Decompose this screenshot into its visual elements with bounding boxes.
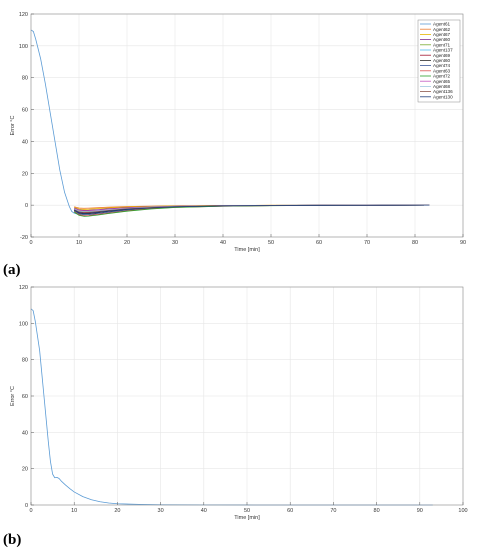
legend-entry: Agent74 [433,63,451,68]
x-tick-label: 0 [29,240,32,246]
y-tick-label: 0 [25,503,28,509]
y-tick-label: 60 [22,108,28,114]
legend-entry: Agent68 [433,84,451,89]
y-axis-label: Error °C [10,116,16,136]
y-tick-label: 20 [22,171,28,177]
x-tick-label: 40 [220,240,226,246]
legend-entry: Agent62 [433,27,451,32]
legend-entry: Agent136 [433,89,453,94]
y-tick-label: 120 [19,285,28,291]
legend-entry: Agent130 [433,94,453,99]
legend-entry: Agent67 [433,32,451,37]
x-tick-label: 50 [244,508,250,514]
x-tick-label: 80 [374,508,380,514]
x-axis-label: Time [min] [234,247,260,253]
legend-entry: Agent65 [433,79,451,84]
x-axis-label: Time [min] [234,515,260,521]
y-tick-label: 100 [19,44,28,50]
y-tick-label: 80 [22,358,28,364]
y-tick-label: 80 [22,76,28,82]
x-tick-label: 20 [124,240,130,246]
y-tick-label: 40 [22,430,28,436]
legend-entry: Agent60 [433,37,451,42]
y-tick-label: 60 [22,394,28,400]
y-tick-label: -20 [20,235,28,241]
y-tick-label: 0 [25,203,28,209]
legend-entry: Agent61 [433,22,451,27]
x-tick-label: 60 [287,508,293,514]
y-tick-label: 120 [19,12,28,18]
y-tick-label: 20 [22,467,28,473]
x-tick-label: 90 [460,240,466,246]
legend-entry: Agent60 [433,58,451,63]
chart-a: 0 10 20 30 40 50 60 70 80 90-20020406080100120Tim… [10,12,466,253]
axes-box [30,13,464,238]
x-tick-label: 0 [29,508,32,514]
x-tick-label: 100 [458,508,467,514]
plot-area [31,14,463,237]
legend: Agent61Agent62Agent67Agent60Agent71Agent… [417,19,461,103]
series-line [74,204,430,214]
x-tick-label: 30 [172,240,178,246]
legend-entry: Agent69 [433,53,451,58]
legend-entry: Agent71 [433,42,451,47]
y-axis-label: Error °C [10,386,16,406]
x-tick-label: 20 [114,508,120,514]
x-tick-label: 70 [330,508,336,514]
x-tick-label: 70 [364,240,370,246]
x-tick-label: 90 [417,508,423,514]
x-tick-label: 60 [316,240,322,246]
panel-label-a: (a) [3,262,21,278]
y-tick-label: 100 [19,321,28,327]
legend-entry: Agent63 [433,68,451,73]
x-tick-label: 50 [268,240,274,246]
legend-entry: Agent72 [433,74,451,79]
x-tick-label: 10 [71,508,77,514]
chart-b: 0 10 20 30 40 50 60 70 80 90 100 0 20 40 60 80 100 120 Tim… [10,285,468,521]
x-tick-label: 10 [76,240,82,246]
legend-entry: Agent137 [433,48,453,53]
x-tick-label: 80 [412,240,418,246]
y-tick-label: 40 [22,139,28,145]
panel-label-b: (b) [3,532,21,548]
legend-box [417,19,461,103]
x-tick-label: 40 [201,508,207,514]
x-tick-label: 30 [158,508,164,514]
